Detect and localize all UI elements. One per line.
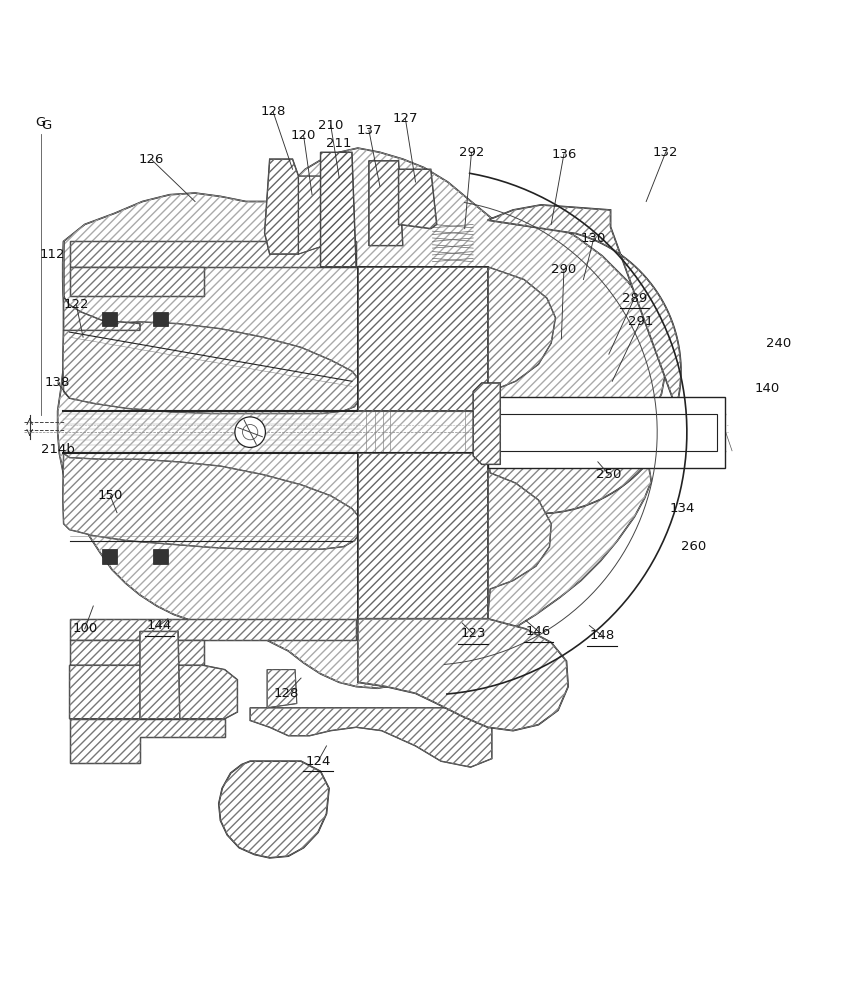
Polygon shape: [102, 549, 117, 564]
Text: 146: 146: [526, 625, 551, 638]
Text: 210: 210: [318, 119, 343, 132]
Polygon shape: [219, 761, 329, 858]
Text: 137: 137: [356, 124, 382, 137]
Polygon shape: [358, 619, 568, 731]
Text: 211: 211: [326, 137, 352, 150]
Text: 120: 120: [291, 129, 316, 142]
Text: 132: 132: [653, 146, 678, 159]
Text: 240: 240: [766, 337, 791, 350]
Text: 123: 123: [460, 627, 486, 640]
Polygon shape: [369, 161, 403, 246]
Circle shape: [235, 417, 265, 447]
Polygon shape: [70, 619, 356, 640]
Polygon shape: [58, 148, 666, 688]
Text: 140: 140: [755, 382, 780, 395]
Polygon shape: [70, 640, 204, 665]
Text: 290: 290: [551, 263, 577, 276]
Text: 260: 260: [681, 540, 706, 553]
Text: 138: 138: [45, 376, 70, 389]
Polygon shape: [250, 708, 492, 767]
Polygon shape: [70, 665, 237, 719]
Polygon shape: [473, 383, 500, 464]
Polygon shape: [298, 176, 324, 254]
Polygon shape: [488, 408, 676, 561]
Polygon shape: [64, 241, 140, 330]
Text: 291: 291: [628, 315, 653, 328]
Text: 150: 150: [98, 489, 123, 502]
Text: 128: 128: [260, 105, 286, 118]
Polygon shape: [321, 152, 356, 267]
Polygon shape: [153, 312, 168, 326]
Polygon shape: [63, 322, 360, 414]
Text: 148: 148: [589, 629, 615, 642]
Text: 214b: 214b: [41, 443, 75, 456]
Text: 128: 128: [274, 687, 299, 700]
Polygon shape: [399, 169, 437, 229]
Polygon shape: [140, 631, 180, 719]
Text: 112: 112: [40, 248, 65, 261]
Polygon shape: [63, 453, 360, 549]
Text: 289: 289: [622, 292, 647, 305]
Polygon shape: [70, 719, 225, 763]
Text: 144: 144: [147, 619, 172, 632]
Text: G: G: [36, 116, 46, 129]
Polygon shape: [488, 397, 725, 468]
Polygon shape: [358, 267, 555, 411]
Text: 136: 136: [551, 148, 577, 161]
Polygon shape: [496, 414, 717, 451]
Text: 100: 100: [72, 622, 98, 635]
Text: 292: 292: [459, 146, 484, 159]
Text: 126: 126: [138, 153, 164, 166]
Polygon shape: [267, 670, 297, 708]
Text: 122: 122: [64, 298, 89, 311]
Polygon shape: [102, 312, 117, 326]
Polygon shape: [358, 267, 488, 411]
Polygon shape: [358, 453, 488, 619]
Polygon shape: [488, 205, 681, 408]
Polygon shape: [265, 159, 298, 254]
Polygon shape: [70, 241, 356, 267]
Text: 127: 127: [393, 112, 418, 125]
Polygon shape: [153, 549, 168, 564]
Text: 250: 250: [596, 468, 622, 481]
Text: 124: 124: [305, 755, 331, 768]
Polygon shape: [70, 267, 204, 296]
Text: 130: 130: [581, 232, 606, 245]
Text: G: G: [42, 119, 52, 132]
Polygon shape: [358, 453, 551, 619]
Text: 134: 134: [670, 502, 695, 515]
